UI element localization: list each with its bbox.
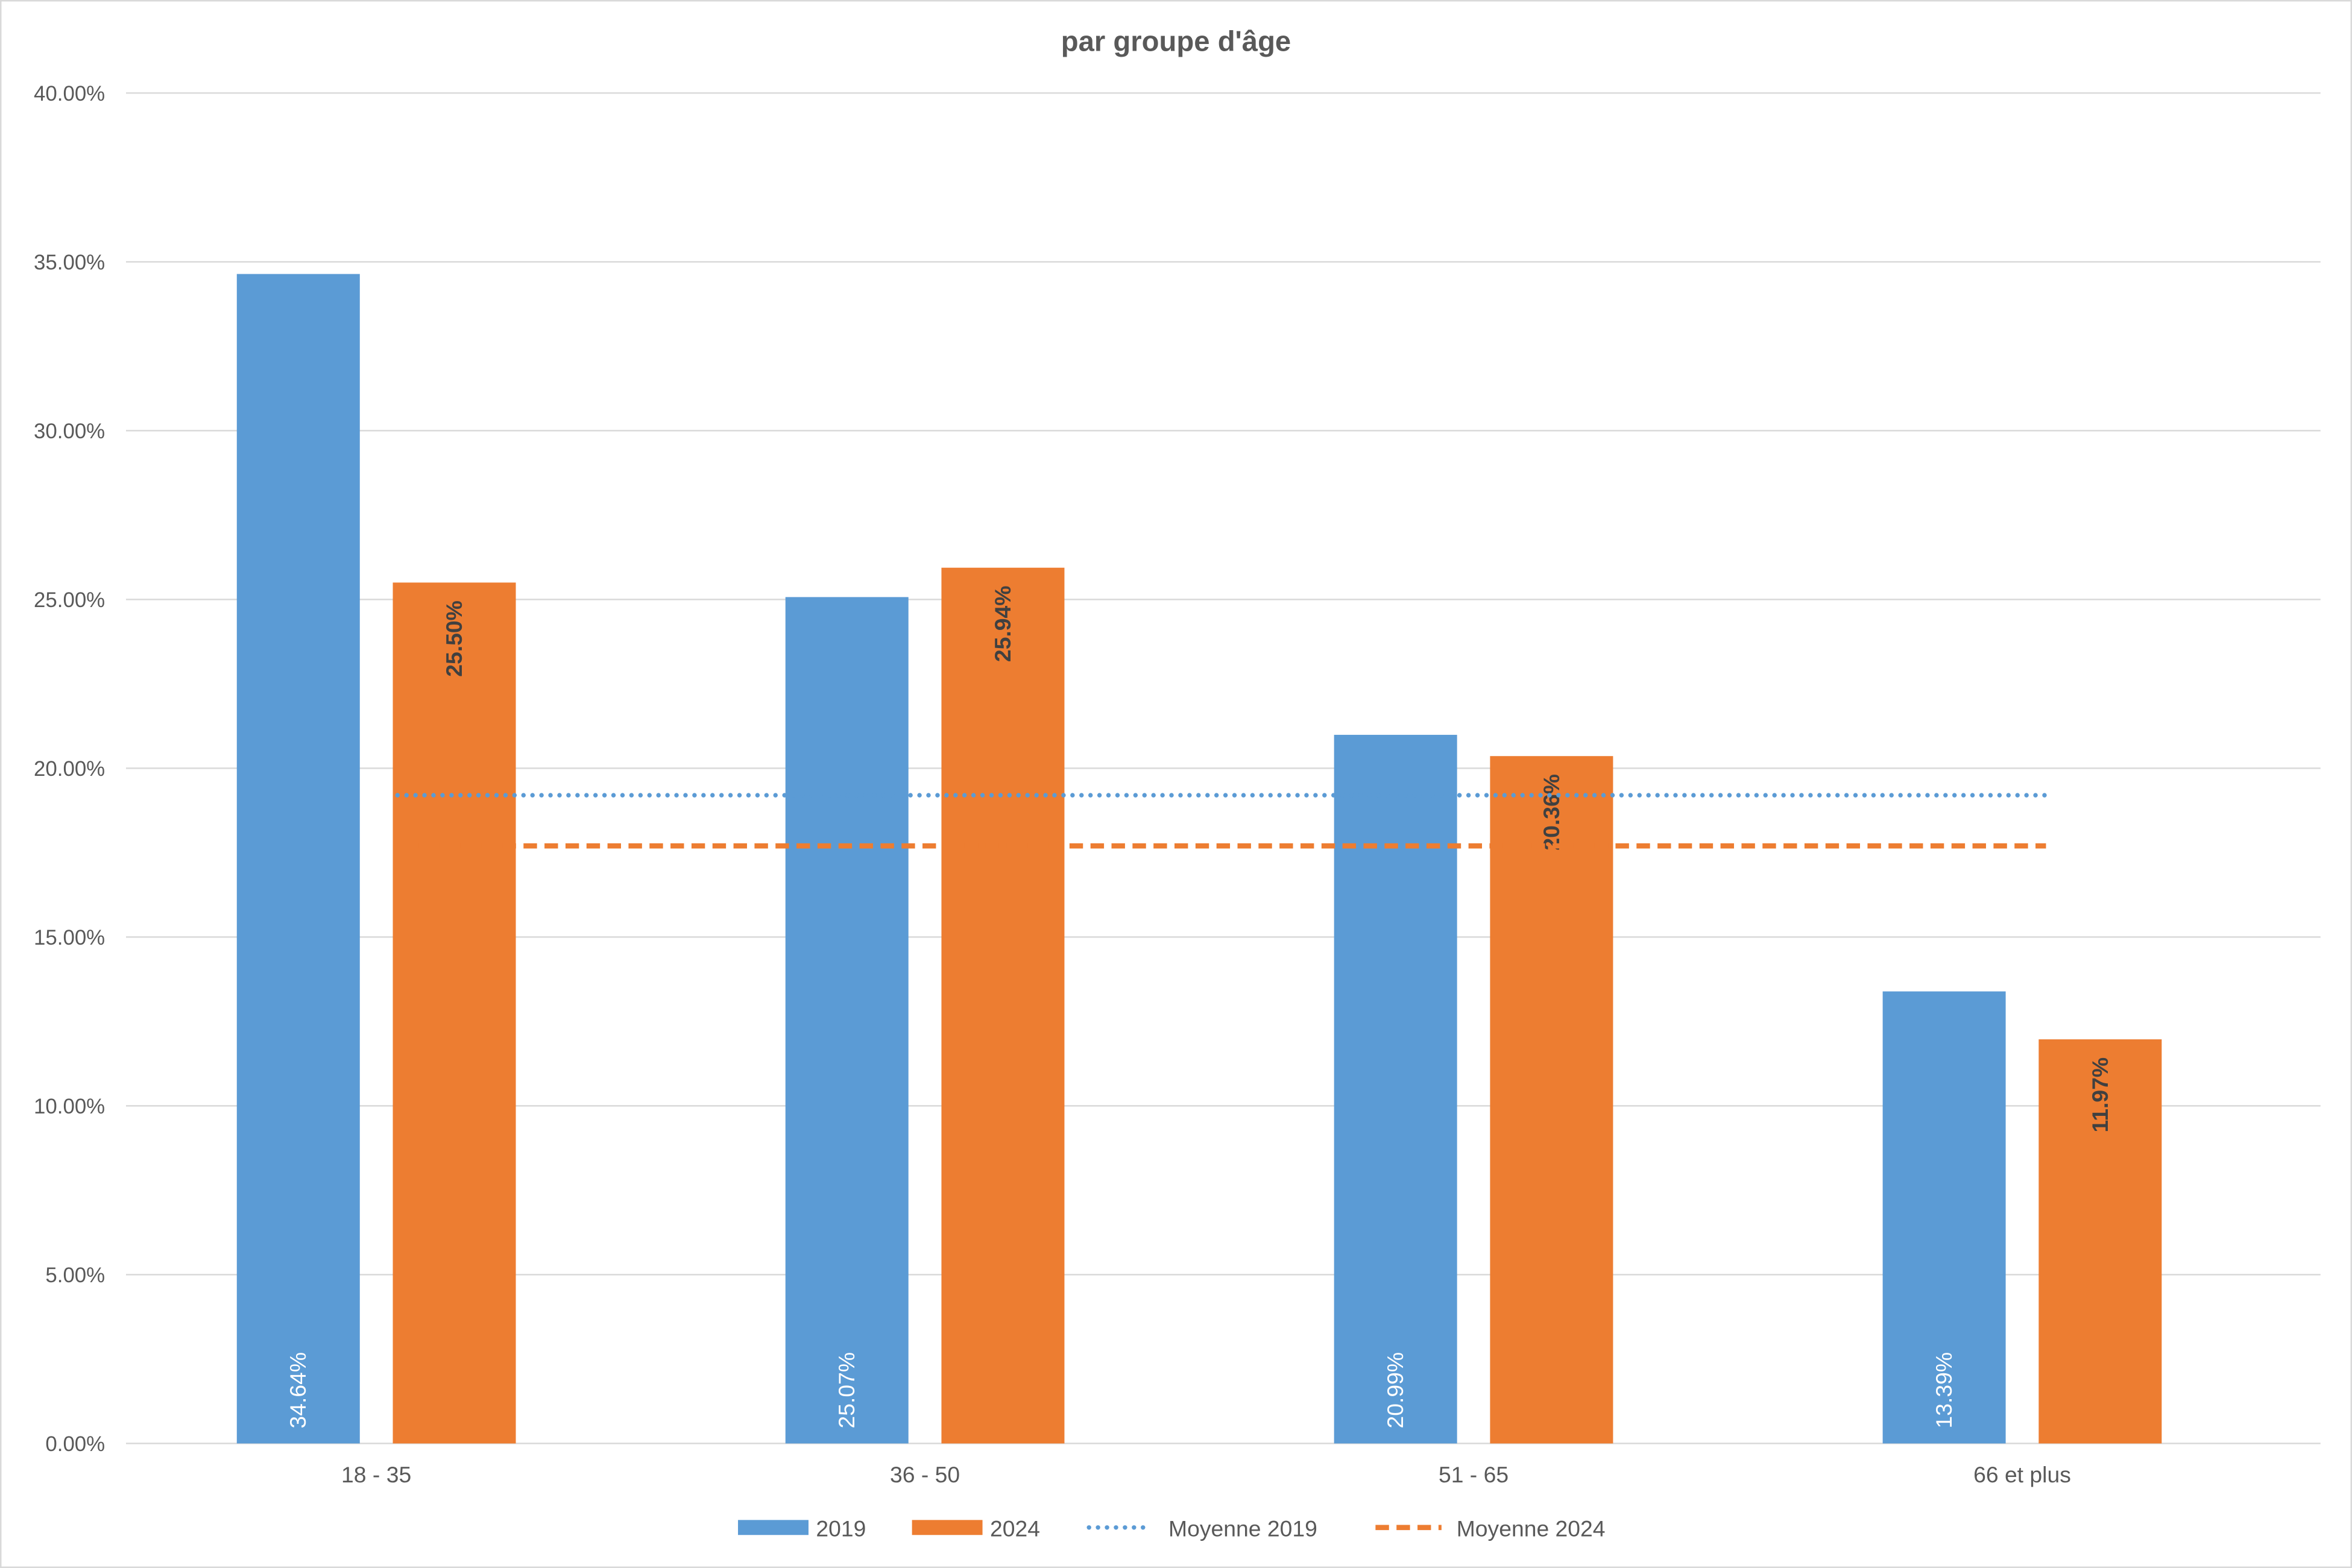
y-tick-label: 10.00% [34, 1095, 105, 1118]
x-tick-label: 36 - 50 [890, 1462, 960, 1487]
y-tick-label: 30.00% [34, 420, 105, 443]
x-tick-label: 51 - 65 [1439, 1462, 1509, 1487]
legend-label: 2019 [816, 1516, 866, 1541]
bar-2019 [236, 274, 360, 1444]
data-label: 20.99% [1383, 1352, 1408, 1429]
legend-label: 2024 [990, 1516, 1040, 1541]
bar-2024 [393, 582, 516, 1444]
bar-2019 [1882, 991, 2006, 1444]
y-tick-label: 40.00% [34, 82, 105, 105]
bar-2019 [1334, 734, 1457, 1444]
y-tick-label: 15.00% [34, 926, 105, 949]
y-tick-label: 35.00% [34, 251, 105, 274]
bar-2019 [785, 597, 909, 1444]
chart-title: par groupe d'âge [1061, 26, 1291, 58]
data-label: 25.50% [441, 600, 467, 677]
bar-2024 [941, 567, 1065, 1444]
bar-2024 [1490, 756, 1613, 1444]
data-label: 20.36% [1539, 774, 1564, 851]
y-tick-label: 5.00% [45, 1264, 105, 1287]
bar-2024 [2038, 1039, 2162, 1444]
legend-swatch [738, 1520, 809, 1535]
legend-swatch [912, 1520, 983, 1535]
data-label: 34.64% [285, 1352, 311, 1429]
data-label: 25.94% [990, 586, 1015, 663]
y-tick-label: 0.00% [45, 1432, 105, 1456]
legend-label: Moyenne 2019 [1168, 1516, 1317, 1541]
data-label: 13.39% [1931, 1352, 1956, 1429]
x-tick-label: 66 et plus [1973, 1462, 2071, 1487]
legend-label: Moyenne 2024 [1457, 1516, 1606, 1541]
y-tick-label: 25.00% [34, 588, 105, 612]
data-label: 25.07% [834, 1352, 859, 1429]
data-label: 11.97% [2087, 1057, 2113, 1133]
x-tick-label: 18 - 35 [341, 1462, 411, 1487]
y-tick-label: 20.00% [34, 757, 105, 781]
